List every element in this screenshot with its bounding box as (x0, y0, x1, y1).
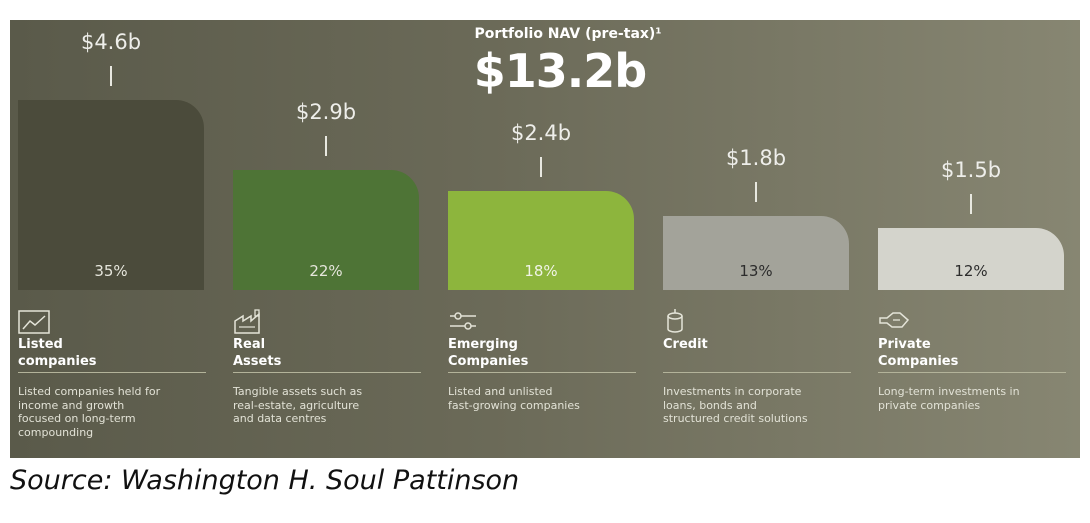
category-title: Private Companies (878, 337, 959, 369)
bar-value-label: $1.5b (940, 158, 1002, 183)
line-chart-icon (18, 308, 52, 336)
bar-credit (663, 215, 849, 290)
category-description: Listed companies held for income and gro… (18, 385, 161, 439)
chart-header: Portfolio NAV (pre-tax)¹ $13.2b (10, 26, 1080, 98)
category-title: Real Assets (233, 337, 282, 369)
bar-tick (540, 156, 542, 177)
handshake-icon (878, 308, 912, 336)
category-description: Listed and unlisted fast-growing compani… (448, 385, 580, 412)
category-description: Investments in corporate loans, bonds an… (663, 385, 808, 425)
bar-real-assets (233, 170, 419, 290)
category-private-companies: Private Companies Long-term investments i… (878, 308, 1066, 448)
bar-value-label: $2.4b (510, 120, 572, 145)
nav-total: $13.2b (473, 44, 647, 98)
category-emerging-companies: Emerging Companies Listed and unlisted fa… (448, 308, 636, 448)
bar-tick (970, 194, 972, 215)
bar-percent-label: 22% (309, 262, 343, 280)
bar-value-label: $2.9b (295, 100, 357, 125)
bar-percent-label: 13% (739, 262, 773, 280)
category-title: Credit (663, 337, 708, 352)
bar-percent-label: 12% (954, 262, 988, 280)
category-divider (18, 372, 206, 373)
bar-private-companies (878, 228, 1064, 290)
category-credit: Credit Investments in corporate loans, bo… (663, 308, 851, 448)
category-title: Emerging Companies (448, 337, 529, 369)
bar-value-label: $4.6b (80, 30, 142, 54)
category-divider (448, 372, 636, 373)
category-listed-companies: Listed companies Listed companies held fo… (18, 308, 206, 448)
sliders-icon (448, 308, 482, 336)
category-real-assets: Real Assets Tangible assets such as real-… (233, 308, 421, 448)
coins-icon (663, 308, 697, 336)
bar-tick (110, 66, 112, 86)
category-divider (663, 372, 851, 373)
portfolio-infographic: Portfolio NAV (pre-tax)¹ $13.2b $4.6b 35%… (10, 20, 1080, 458)
bar-percent-label: 18% (524, 262, 558, 280)
bar-tick (755, 181, 757, 202)
factory-icon (233, 308, 267, 336)
source-caption: Source: Washington H. Soul Pattinson (10, 465, 520, 496)
bar-emerging-companies (448, 190, 634, 290)
bar-percent-label: 35% (94, 262, 128, 280)
category-divider (233, 372, 421, 373)
category-description: Tangible assets such as real-estate, agr… (233, 385, 363, 425)
category-title: Listed companies (18, 337, 97, 369)
category-description: Long-term investments in private compani… (878, 385, 1020, 412)
bar-listed-companies (18, 100, 204, 290)
bar-value-label: $1.8b (725, 145, 787, 170)
category-divider (878, 372, 1066, 373)
chart-title: Portfolio NAV (pre-tax)¹ (474, 26, 662, 42)
bar-tick (325, 136, 327, 157)
